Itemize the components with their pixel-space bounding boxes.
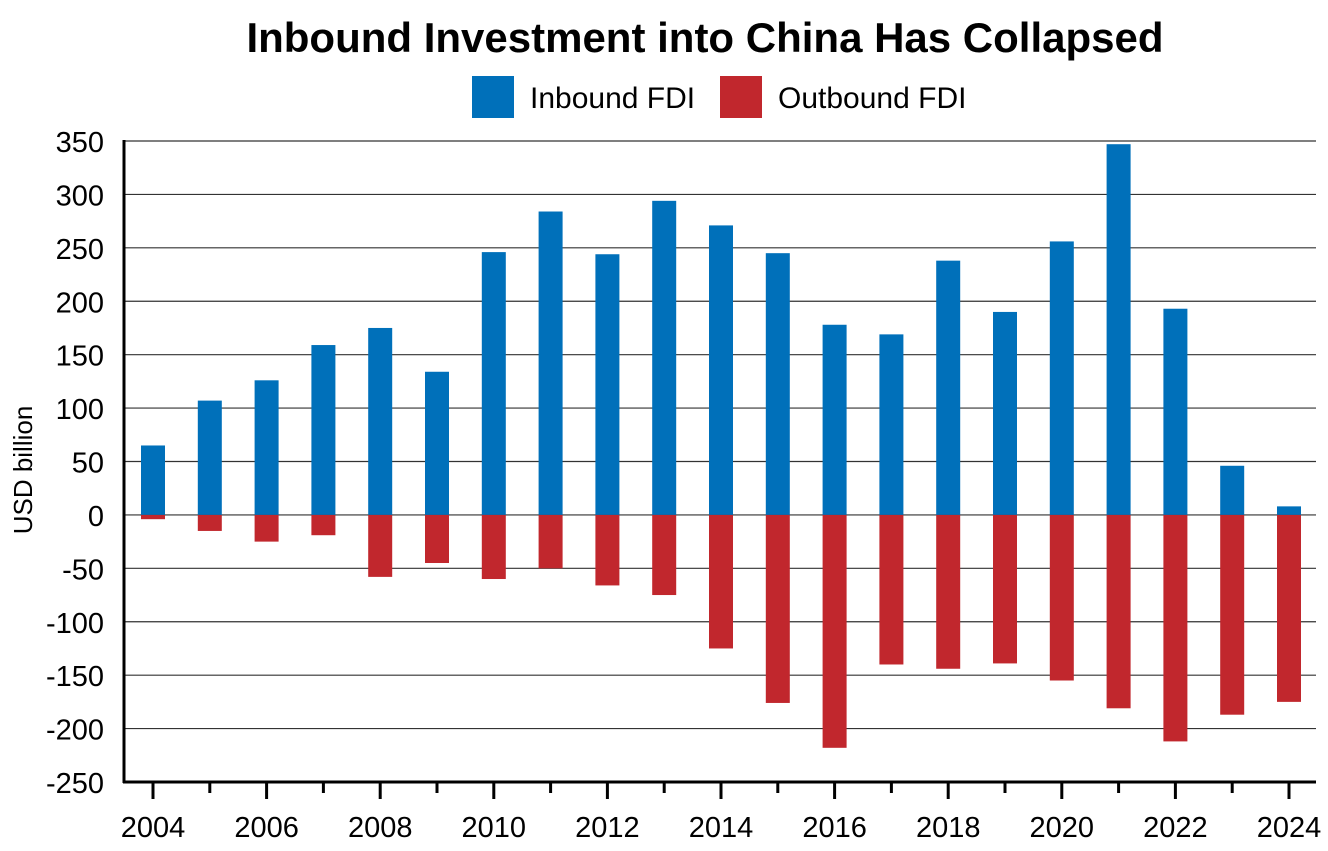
bar-inbound-2013 — [652, 200, 677, 515]
x-tick-label: 2016 — [802, 812, 867, 844]
bar-outbound-2007 — [311, 514, 336, 536]
legend-swatch-inbound — [472, 76, 514, 118]
bar-outbound-2015 — [765, 514, 790, 703]
bar-inbound-2018 — [936, 260, 961, 515]
x-ticks: 2004 2006 2008 2010 2012 2014 2016 2018 2020 2022… — [121, 782, 1322, 844]
x-tick-label: 2024 — [1257, 812, 1322, 844]
chart-title: Inbound Investment into China Has Collap… — [246, 14, 1163, 61]
bar-outbound-2020 — [1049, 514, 1074, 681]
bar-inbound-2019 — [993, 311, 1017, 515]
y-tick-label: 100 — [56, 394, 104, 426]
bar-outbound-2012 — [595, 514, 620, 586]
bar-inbound-2024 — [1277, 506, 1301, 515]
x-tick-label: 2018 — [916, 812, 981, 844]
bar-inbound-2009 — [425, 371, 449, 515]
bar-inbound-2023 — [1220, 465, 1245, 515]
x-tick-label: 2020 — [1030, 812, 1095, 844]
bar-outbound-2009 — [425, 514, 449, 563]
bar-outbound-2014 — [709, 514, 733, 649]
bar-inbound-2016 — [822, 324, 847, 515]
bar-inbound-2006 — [254, 380, 279, 515]
y-tick-label: 300 — [56, 180, 104, 212]
y-tick-label: -50 — [62, 554, 104, 586]
bar-outbound-2019 — [993, 514, 1017, 664]
y-tick-label: 200 — [56, 287, 104, 319]
bar-outbound-2023 — [1220, 514, 1245, 715]
bar-inbound-2005 — [197, 400, 222, 515]
legend-label-outbound: Outbound FDI — [778, 82, 966, 115]
bar-outbound-2024 — [1277, 514, 1301, 702]
y-tick-label: 50 — [72, 448, 104, 480]
x-tick-label: 2010 — [462, 812, 527, 844]
bar-outbound-2005 — [197, 514, 222, 531]
y-tick-label: -150 — [46, 661, 104, 693]
bars — [141, 144, 1301, 748]
y-tick-label: 350 — [56, 127, 104, 159]
bar-outbound-2017 — [879, 514, 904, 665]
bar-inbound-2011 — [538, 211, 563, 515]
x-tick-label: 2006 — [234, 812, 299, 844]
bar-inbound-2004 — [141, 445, 165, 515]
bar-inbound-2008 — [368, 327, 393, 515]
y-tick-label: 0 — [88, 501, 104, 533]
x-tick-label: 2022 — [1143, 812, 1208, 844]
bar-inbound-2014 — [709, 225, 733, 515]
bar-inbound-2012 — [595, 254, 620, 515]
y-axis-label: USD billion — [8, 406, 38, 535]
y-tick-label: -250 — [46, 768, 104, 800]
y-tick-label: -100 — [46, 608, 104, 640]
bar-inbound-2021 — [1106, 144, 1131, 515]
x-tick-label: 2014 — [689, 812, 754, 844]
bar-inbound-2020 — [1049, 241, 1074, 515]
y-tick-label: 250 — [56, 234, 104, 266]
y-tick-label: 150 — [56, 341, 104, 373]
bar-outbound-2008 — [368, 514, 393, 577]
y-tick-label: -200 — [46, 715, 104, 747]
bar-outbound-2018 — [936, 514, 961, 669]
bar-outbound-2006 — [254, 514, 279, 542]
bar-inbound-2022 — [1163, 308, 1188, 515]
bar-outbound-2004 — [141, 514, 165, 520]
bar-inbound-2010 — [481, 252, 506, 515]
x-tick-label: 2004 — [121, 812, 186, 844]
x-tick-label: 2008 — [348, 812, 413, 844]
bar-outbound-2016 — [822, 514, 847, 748]
bar-inbound-2007 — [311, 345, 336, 515]
legend-swatch-outbound — [720, 76, 762, 118]
bar-inbound-2015 — [765, 253, 790, 515]
bar-outbound-2022 — [1163, 514, 1188, 742]
bar-inbound-2017 — [879, 334, 904, 515]
legend: Inbound FDI Outbound FDI — [472, 76, 966, 118]
y-tick-labels: 350 300 250 200 150 100 50 0 -50 -100 -150 -200 -250 — [46, 127, 104, 800]
bar-outbound-2013 — [652, 514, 677, 596]
bar-outbound-2011 — [538, 514, 563, 569]
bar-outbound-2021 — [1106, 514, 1131, 709]
x-tick-label: 2012 — [575, 812, 640, 844]
legend-label-inbound: Inbound FDI — [530, 82, 695, 115]
bar-outbound-2010 — [481, 514, 506, 580]
